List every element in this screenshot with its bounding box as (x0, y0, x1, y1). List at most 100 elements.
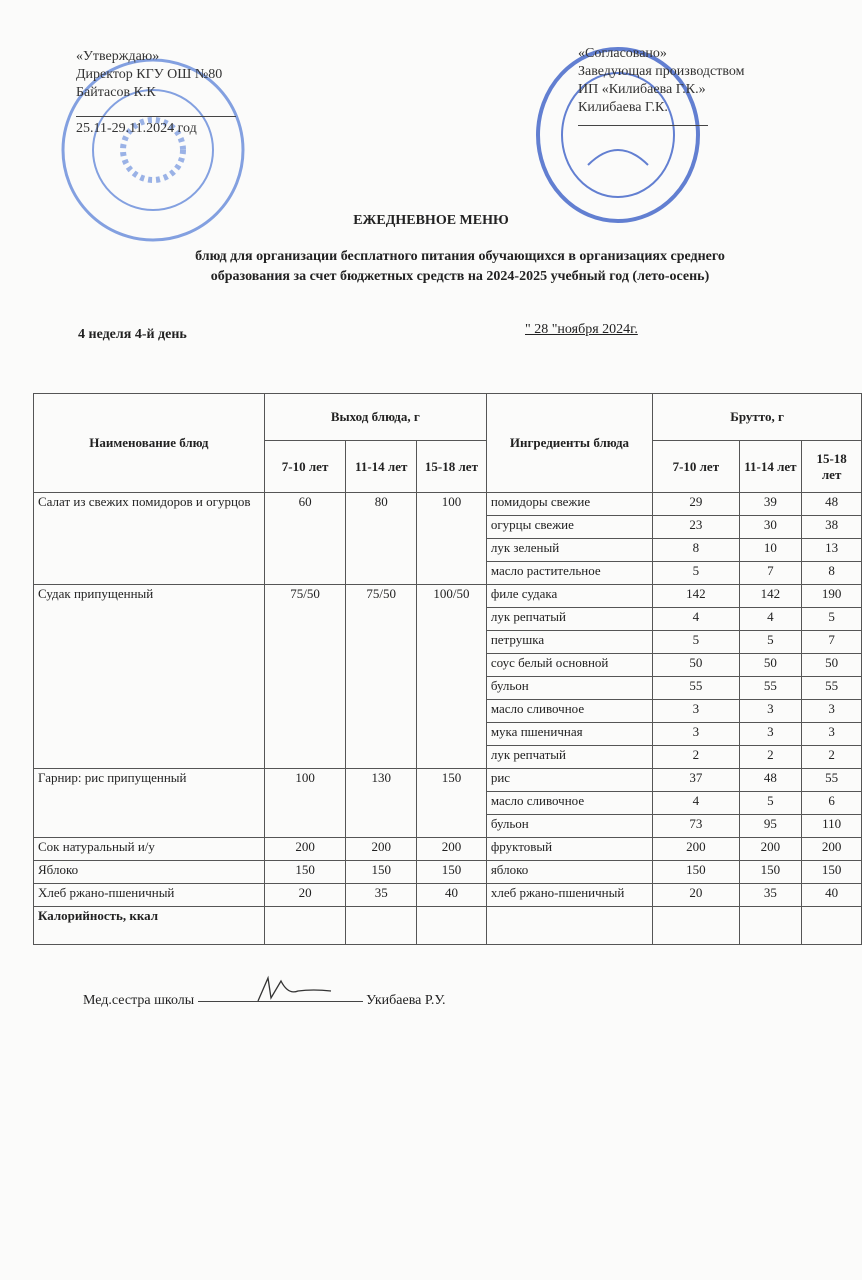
table-row: Судак припущенный 75/50 75/50 100/50 филе су… (33, 584, 862, 769)
ingredient-brutto: 50 (738, 653, 803, 677)
ingredient-brutto: 50 (652, 653, 740, 677)
ingredient-brutto: 150 (801, 860, 862, 884)
calories-cell (652, 906, 740, 945)
nurse-label: Мед.сестра школы (83, 993, 195, 1008)
ingredient-name: петрушка (485, 630, 654, 654)
handwritten-signature (257, 975, 331, 1002)
dish-output: 35 (345, 883, 418, 907)
agree-company: ИП «Килибаева Г.К.» (578, 82, 706, 97)
ingredient-brutto: 5 (738, 630, 803, 654)
calories-cell (345, 906, 418, 945)
calories-label: Калорийность, ккал (33, 906, 265, 945)
dish-name: Гарнир: рис припущенный (33, 768, 265, 838)
ingredient-brutto: 55 (738, 676, 803, 700)
ingredient-brutto: 142 (738, 584, 803, 608)
dish-output: 200 (345, 837, 418, 861)
ingredient-brutto: 150 (652, 860, 740, 884)
ingredient-name: соус белый основной (485, 653, 654, 677)
header-age: 15-18 лет (416, 440, 487, 493)
ingredient-brutto: 5 (652, 561, 740, 585)
ingredient-brutto: 4 (738, 607, 803, 631)
ingredient-brutto: 3 (801, 699, 862, 723)
ingredient-brutto: 48 (801, 492, 862, 516)
dish-name: Салат из свежих помидоров и огурцов (33, 492, 265, 585)
ingredient-brutto: 30 (738, 515, 803, 539)
table-row: Хлеб ржано-пшеничный 20 35 40 хлеб ржано-пше… (33, 883, 862, 907)
ingredient-brutto: 40 (801, 883, 862, 907)
ingredient-brutto: 29 (652, 492, 740, 516)
ingredient-name: масло растительное (485, 561, 654, 585)
ingredient-name: мука пшеничная (485, 722, 654, 746)
table-row: лук репчатый 4 4 5 (34, 607, 862, 631)
ingredient-brutto: 150 (738, 860, 803, 884)
ingredient-name: филе судака (485, 584, 654, 608)
ingredient-brutto: 6 (801, 791, 862, 815)
ingredient-brutto: 55 (801, 768, 862, 792)
menu-date: " 28 "ноября 2024г. (525, 322, 638, 337)
ingredient-brutto: 142 (652, 584, 740, 608)
subtitle-line-2: образования за счет бюджетных средств на… (210, 269, 710, 284)
header-age: 11-14 лет (345, 440, 418, 493)
ingredient-name: яблоко (485, 860, 654, 884)
header-dish-name: Наименование блюд (33, 393, 265, 493)
dish-output: 150 (416, 768, 487, 838)
dish-output: 40 (416, 883, 487, 907)
ingredient-brutto: 7 (738, 561, 803, 585)
ingredient-brutto: 4 (652, 791, 740, 815)
dish-output: 75/50 (345, 584, 418, 769)
ingredient-brutto: 95 (738, 814, 803, 838)
header-age: 11-14 лет (738, 440, 803, 493)
dish-output: 100 (263, 768, 347, 838)
approve-name: Байтасов К.К (76, 85, 156, 100)
week-day: 4 неделя 4-й день (78, 327, 187, 342)
table-row: Гарнир: рис припущенный 100 130 150 рис 37 48 5… (33, 768, 862, 838)
table-row: лук зеленый 8 10 13 (34, 538, 862, 562)
ingredient-brutto: 73 (652, 814, 740, 838)
ingredient-brutto: 200 (652, 837, 740, 861)
ingredient-brutto: 48 (738, 768, 803, 792)
dish-output: 75/50 (263, 584, 347, 769)
document-subtitle: блюд для организации бесплатного питания… (60, 247, 860, 287)
ingredient-brutto: 50 (801, 653, 862, 677)
ingredient-brutto: 2 (652, 745, 740, 769)
ingredient-brutto: 190 (801, 584, 862, 608)
header-age: 15-18 лет (801, 440, 862, 493)
dish-name: Хлеб ржано-пшеничный (33, 883, 265, 907)
dish-name: Сок натуральный и/у (33, 837, 265, 861)
nurse-name: Укибаева Р.У. (366, 993, 446, 1008)
ingredient-brutto: 8 (801, 561, 862, 585)
ingredient-name: бульон (485, 814, 654, 838)
footer-signature: Мед.сестра школы Укибаева Р.У. (83, 975, 446, 1009)
dish-name: Яблоко (33, 860, 265, 884)
agree-position: Заведующая производством (578, 64, 745, 79)
ingredient-brutto: 35 (738, 883, 803, 907)
table-row: бульон 55 55 55 (34, 676, 862, 700)
dish-output: 80 (345, 492, 418, 585)
ingredient-name: помидоры свежие (485, 492, 654, 516)
dish-output: 200 (263, 837, 347, 861)
dish-output: 150 (416, 860, 487, 884)
approval-block: «Утверждаю» Директор КГУ ОШ №80 Байтасов… (76, 48, 236, 138)
calories-cell (485, 906, 654, 945)
dish-output: 200 (416, 837, 487, 861)
header-age: 7-10 лет (652, 440, 740, 493)
ingredient-brutto: 5 (652, 630, 740, 654)
agree-name: Килибаева Г.К. (578, 100, 668, 115)
ingredient-brutto: 200 (738, 837, 803, 861)
ingredient-brutto: 3 (801, 722, 862, 746)
dish-output: 150 (345, 860, 418, 884)
agree-title: «Согласовано» (578, 46, 667, 61)
dish-output: 130 (345, 768, 418, 838)
ingredient-brutto: 3 (652, 722, 740, 746)
agreement-block: «Согласовано» Заведующая производством И… (578, 45, 745, 126)
ingredient-brutto: 8 (652, 538, 740, 562)
ingredient-brutto: 110 (801, 814, 862, 838)
menu-table: Наименование блюд Выход блюда, г Ингреди… (33, 393, 862, 945)
ingredient-brutto: 55 (652, 676, 740, 700)
ingredient-brutto: 5 (801, 607, 862, 631)
header-ingredients: Ингредиенты блюда (485, 393, 654, 493)
dish-output: 100/50 (416, 584, 487, 769)
table-row: Салат из свежих помидоров и огурцов 60 80 1… (33, 492, 862, 585)
ingredient-brutto: 2 (801, 745, 862, 769)
calories-cell (801, 906, 862, 945)
